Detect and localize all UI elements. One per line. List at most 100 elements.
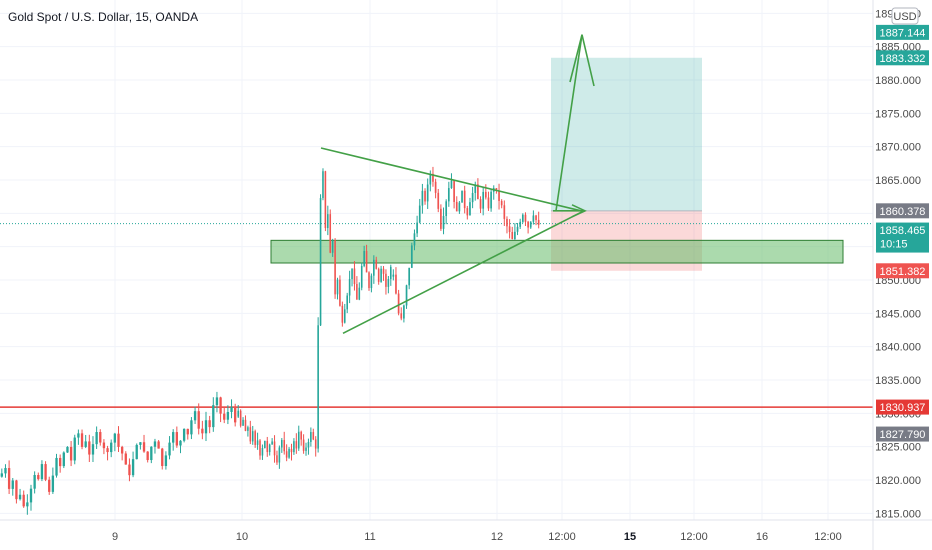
candle-body — [410, 245, 413, 268]
candle-body — [365, 250, 368, 273]
price-badge-bg — [876, 203, 929, 219]
candle-body — [421, 190, 424, 206]
candle-body — [55, 457, 58, 476]
candle-body — [146, 451, 149, 461]
x-tick-label: 15 — [624, 531, 636, 543]
candle-body — [382, 268, 385, 274]
candle-body — [500, 200, 503, 206]
price-badge: 1827.790 — [876, 426, 929, 442]
candle-body — [503, 205, 506, 219]
x-tick-label: 10 — [236, 531, 248, 543]
x-tick-label: 12:00 — [548, 531, 576, 543]
y-tick-label: 1820.000 — [875, 475, 921, 487]
candle-body — [254, 431, 256, 445]
candle-body — [242, 419, 244, 426]
candle-body — [429, 173, 432, 185]
candle-body — [212, 405, 215, 428]
candle-body — [426, 184, 429, 202]
candle-body — [66, 446, 69, 453]
candle-body — [511, 231, 514, 240]
candle-body — [405, 285, 408, 306]
candle-body — [179, 440, 182, 446]
candle-body — [413, 233, 416, 246]
target-zone — [551, 57, 702, 211]
candle-body — [387, 279, 390, 287]
x-tick-label: 11 — [364, 531, 375, 543]
candle-body — [0, 473, 3, 477]
candle-body — [164, 455, 168, 467]
candle-body — [237, 410, 240, 417]
price-badge: 1851.382 — [876, 263, 929, 279]
candle-body — [341, 305, 344, 323]
candle-body — [314, 439, 317, 449]
candle-body — [73, 437, 76, 461]
candle-body — [117, 433, 120, 447]
candle-body — [477, 184, 479, 200]
candle-body — [157, 441, 160, 449]
candle-body — [307, 442, 310, 448]
candle-body — [69, 446, 73, 461]
candle-body — [484, 191, 487, 198]
candle-body — [408, 267, 411, 286]
price-badge-value: 1851.382 — [880, 266, 926, 278]
candle-body — [273, 441, 276, 456]
candle-body — [458, 202, 461, 212]
candle-body — [247, 427, 249, 431]
candle-body — [48, 479, 51, 492]
candle-body — [113, 433, 117, 443]
candle-body — [524, 214, 527, 222]
candle-body — [249, 427, 252, 442]
candle-body — [358, 287, 361, 300]
price-badge-value: 1860.378 — [880, 206, 926, 218]
y-tick-label: 1845.000 — [875, 308, 921, 320]
candle-body — [99, 432, 102, 443]
x-tick-label: 16 — [756, 531, 768, 543]
candle-body — [521, 214, 524, 222]
support-zone — [270, 239, 844, 264]
candle-body — [95, 432, 98, 445]
candle-body — [44, 464, 47, 480]
candle-body — [244, 419, 247, 431]
candle-body — [508, 226, 511, 232]
candle-body — [285, 451, 288, 458]
price-badge-bg — [876, 24, 929, 40]
candle-body — [288, 448, 290, 458]
candle-body — [266, 440, 269, 453]
candle-body — [295, 441, 298, 449]
candle-body — [360, 265, 363, 288]
currency-button[interactable]: USD — [891, 7, 919, 25]
candle-body — [128, 464, 131, 476]
candle-body — [348, 279, 351, 296]
candle-body — [455, 201, 458, 212]
price-badge-value: 1830.937 — [880, 402, 926, 414]
candle-body — [527, 221, 529, 228]
candle-body — [437, 192, 440, 209]
candle-body — [293, 441, 295, 453]
candle-body — [142, 442, 146, 452]
candle-body — [432, 173, 434, 182]
candle-body — [182, 428, 186, 441]
candle-body — [466, 208, 469, 216]
candle-body — [223, 413, 226, 420]
candle-body — [234, 406, 237, 423]
candle-body — [193, 411, 197, 421]
candle-body — [418, 205, 421, 223]
candle-body — [84, 441, 87, 447]
candle-body — [264, 440, 266, 448]
candle-body — [15, 480, 18, 500]
candle-body — [62, 452, 65, 467]
price-badge-countdown: 10:15 — [880, 239, 908, 251]
price-badge: 1887.144 — [876, 24, 929, 40]
candle-body — [4, 468, 7, 474]
candle-body — [51, 475, 55, 492]
candle-body — [230, 406, 233, 412]
candle-body — [276, 455, 278, 463]
candle-body — [377, 268, 380, 282]
price-badge-value: 1887.144 — [880, 27, 926, 39]
candle-body — [91, 444, 95, 455]
price-badge: 1858.465 10:15 — [876, 222, 929, 253]
candle-body — [442, 215, 445, 229]
price-badges: 1887.1441883.3321860.3781858.46510:15185… — [876, 24, 929, 442]
candle-body — [537, 219, 540, 225]
